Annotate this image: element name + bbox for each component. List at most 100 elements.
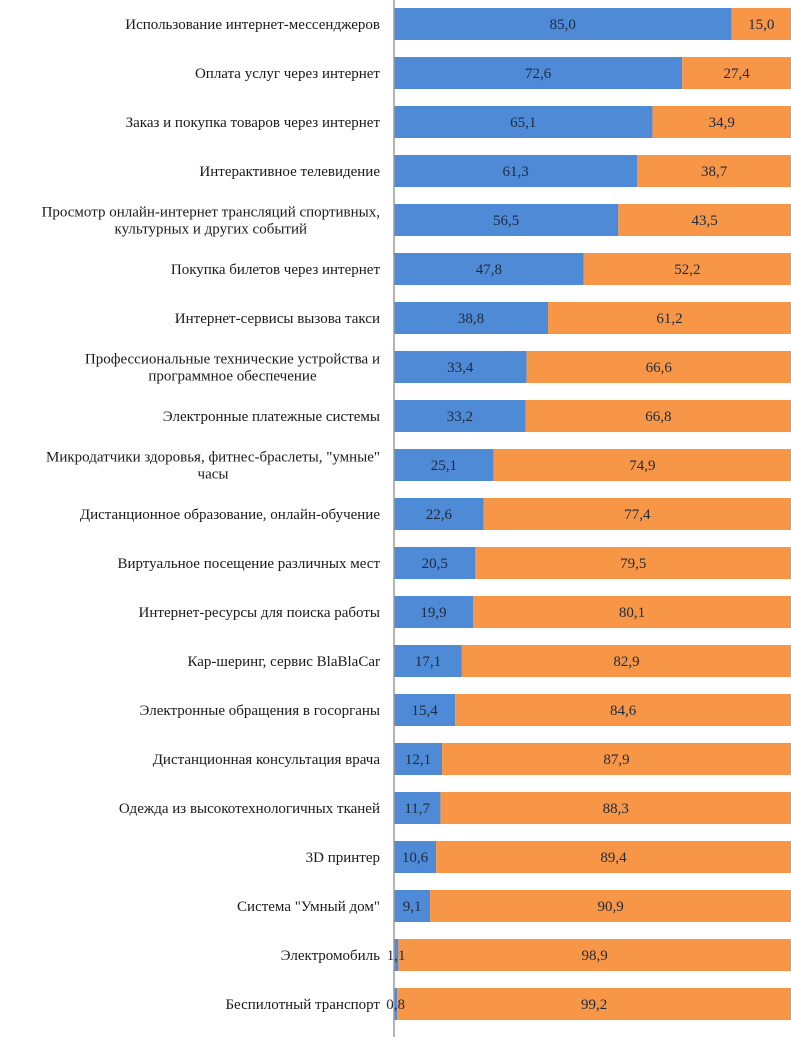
- data-label-series-2-20: 99,2: [581, 997, 607, 1013]
- category-label-line: Профессиональные технические устройства …: [85, 352, 380, 368]
- category-label-16: Одежда из высокотехнологичных тканей: [119, 801, 380, 817]
- category-label-12: Интернет-ресурсы для поиска работы: [139, 605, 380, 621]
- bar-segment-series-2-17: [436, 841, 791, 873]
- category-label-6: Интернет-сервисы вызова такси: [175, 311, 380, 327]
- bar-segment-series-1-5: [394, 253, 584, 285]
- category-label-line: Интерактивное телевидение: [199, 164, 380, 180]
- category-label-line: программное обеспечение: [148, 369, 317, 385]
- data-label-series-2-6: 61,2: [656, 311, 682, 327]
- data-label-series-1-19: 1,1: [387, 948, 406, 964]
- bar-segment-series-1-0: [394, 8, 732, 40]
- bar-segment-series-2-12: [473, 596, 791, 628]
- data-label-series-1-13: 17,1: [415, 654, 441, 670]
- bars-group: [394, 8, 791, 1020]
- bar-segment-series-1-18: [394, 890, 431, 922]
- category-label-line: Электронные платежные системы: [163, 409, 380, 425]
- data-label-series-2-3: 38,7: [701, 164, 728, 180]
- bar-segment-series-1-15: [394, 743, 443, 775]
- data-label-series-2-13: 82,9: [613, 654, 639, 670]
- bar-segment-series-2-18: [430, 890, 791, 922]
- category-label-4: Просмотр онлайн-интернет трансляций спор…: [42, 205, 380, 238]
- category-label-line: Покупка билетов через интернет: [171, 262, 381, 278]
- data-label-series-2-0: 15,0: [748, 17, 774, 33]
- bar-segment-series-2-14: [455, 694, 791, 726]
- bar-segment-series-2-4: [618, 204, 791, 236]
- bar-segment-series-1-10: [394, 498, 484, 530]
- data-label-series-2-12: 80,1: [619, 605, 645, 621]
- data-label-series-2-14: 84,6: [610, 703, 637, 719]
- category-label-11: Виртуальное посещение различных мест: [117, 556, 380, 572]
- data-label-series-1-1: 72,6: [525, 66, 552, 82]
- data-label-series-1-18: 9,1: [403, 899, 422, 915]
- data-label-series-1-11: 20,5: [422, 556, 448, 572]
- data-label-series-1-6: 38,8: [458, 311, 484, 327]
- bar-segment-series-2-20: [397, 988, 791, 1020]
- data-label-series-2-15: 87,9: [603, 752, 629, 768]
- data-label-series-1-15: 12,1: [405, 752, 431, 768]
- data-label-series-1-12: 19,9: [420, 605, 446, 621]
- data-label-series-1-14: 15,4: [411, 703, 438, 719]
- data-label-series-1-5: 47,8: [476, 262, 502, 278]
- data-label-series-1-17: 10,6: [402, 850, 429, 866]
- value-labels-group: 85,0 15,0 72,6 27,4 65,1 34,9 61,3 38,7 56,5 43,5…: [386, 17, 774, 1013]
- data-label-series-2-5: 52,2: [674, 262, 700, 278]
- category-label-line: 3D принтер: [306, 850, 380, 866]
- bar-segment-series-1-4: [394, 204, 619, 236]
- category-label-line: Электромобиль: [281, 948, 381, 964]
- bar-segment-series-1-9: [394, 449, 494, 481]
- data-label-series-2-4: 43,5: [692, 213, 718, 229]
- bar-segment-series-2-10: [483, 498, 791, 530]
- category-label-8: Электронные платежные системы: [163, 409, 380, 425]
- bar-segment-series-1-14: [394, 694, 456, 726]
- bar-segment-series-2-8: [525, 400, 791, 432]
- bar-segment-series-1-17: [394, 841, 437, 873]
- data-label-series-2-2: 34,9: [709, 115, 735, 131]
- bar-segment-series-1-2: [394, 106, 653, 138]
- category-label-9: Микродатчики здоровья, фитнес-браслеты, …: [46, 450, 380, 483]
- category-labels-group: Использование интернет-мессенджеров Оплат…: [42, 17, 381, 1013]
- bar-segment-series-2-5: [583, 253, 791, 285]
- data-label-series-1-4: 56,5: [493, 213, 519, 229]
- data-label-series-1-7: 33,4: [447, 360, 474, 376]
- category-label-line: Беспилотный транспорт: [225, 997, 380, 1013]
- bar-segment-series-2-11: [475, 547, 791, 579]
- category-label-18: Система "Умный дом": [237, 899, 380, 915]
- bar-segment-series-2-15: [442, 743, 791, 775]
- category-label-19: Электромобиль: [281, 948, 381, 964]
- bar-segment-series-2-1: [682, 57, 791, 89]
- data-label-series-2-17: 89,4: [600, 850, 627, 866]
- category-label-line: часы: [198, 467, 229, 483]
- bar-segment-series-1-12: [394, 596, 474, 628]
- data-label-series-2-1: 27,4: [723, 66, 750, 82]
- category-label-line: Просмотр онлайн-интернет трансляций спор…: [42, 205, 380, 221]
- data-label-series-1-9: 25,1: [431, 458, 457, 474]
- data-label-series-1-2: 65,1: [510, 115, 536, 131]
- bar-segment-series-2-3: [637, 155, 791, 187]
- data-label-series-2-11: 79,5: [620, 556, 646, 572]
- data-label-series-2-16: 88,3: [603, 801, 629, 817]
- bar-segment-series-2-19: [398, 939, 791, 971]
- category-label-line: культурных и других событий: [115, 222, 308, 238]
- category-label-line: Дистанционная консультация врача: [153, 752, 381, 768]
- data-label-series-2-19: 98,9: [582, 948, 608, 964]
- bar-segment-series-2-13: [461, 645, 791, 677]
- data-label-series-2-8: 66,8: [645, 409, 671, 425]
- data-label-series-1-0: 85,0: [550, 17, 576, 33]
- category-label-0: Использование интернет-мессенджеров: [125, 17, 380, 33]
- bar-segment-series-2-16: [440, 792, 791, 824]
- category-label-15: Дистанционная консультация врача: [153, 752, 381, 768]
- bar-segment-series-2-9: [493, 449, 791, 481]
- category-label-line: Заказ и покупка товаров через интернет: [126, 115, 381, 131]
- category-label-line: Электронные обращения в госорганы: [140, 703, 380, 719]
- category-label-line: Интернет-ресурсы для поиска работы: [139, 605, 380, 621]
- category-label-line: Дистанционное образование, онлайн-обучен…: [80, 507, 380, 523]
- bar-segment-series-1-20: [394, 988, 398, 1020]
- data-label-series-2-10: 77,4: [624, 507, 651, 523]
- category-label-13: Кар-шеринг, сервис BlaBlaCar: [187, 654, 380, 670]
- bar-segment-series-1-13: [394, 645, 462, 677]
- category-label-line: Использование интернет-мессенджеров: [125, 17, 380, 33]
- category-label-line: Оплата услуг через интернет: [195, 66, 380, 82]
- category-label-17: 3D принтер: [306, 850, 380, 866]
- bar-segment-series-1-8: [394, 400, 526, 432]
